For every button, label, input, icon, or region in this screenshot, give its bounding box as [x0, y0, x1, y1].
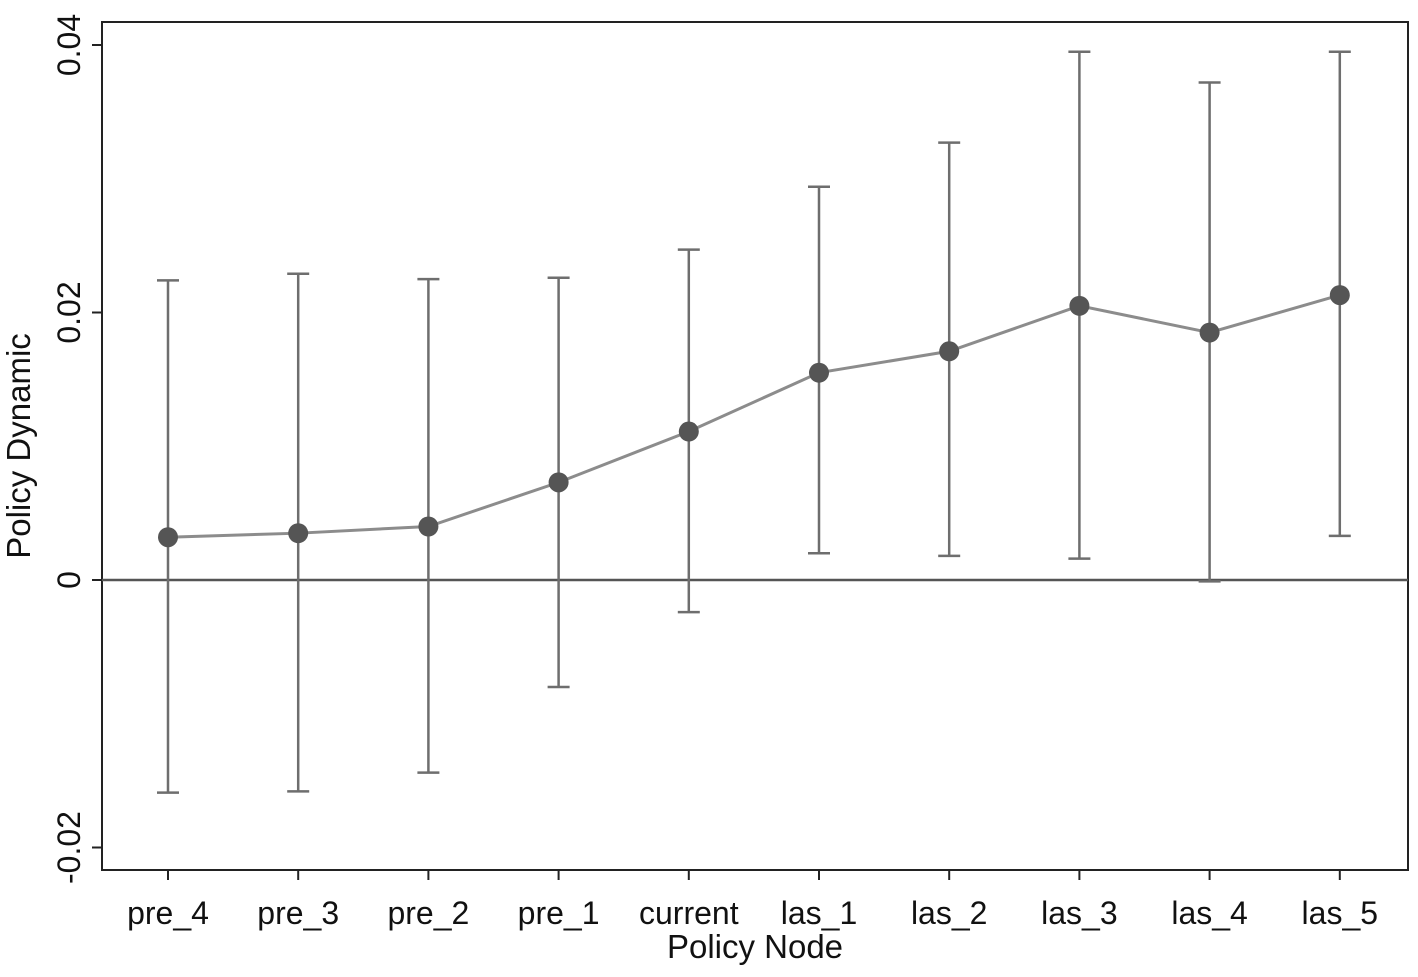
point-estimate-marker: [809, 362, 829, 383]
point-estimate-marker: [158, 527, 178, 548]
point-estimate-marker: [1069, 295, 1090, 316]
y-tick-label: -0.02: [51, 811, 87, 884]
y-tick-label: 0.04: [51, 14, 87, 76]
x-axis-title: Policy Node: [667, 928, 843, 965]
point-estimate-marker: [678, 421, 699, 442]
x-tick-label: las_1: [781, 895, 858, 931]
y-axis-title: Policy Dynamic: [0, 333, 37, 559]
x-tick-label: las_3: [1041, 895, 1118, 931]
plot-frame: [101, 21, 1409, 871]
data-points: [158, 285, 1350, 548]
y-tick-label: 0.02: [51, 281, 87, 343]
x-tick-label: pre_2: [387, 895, 469, 931]
x-tick-label: pre_1: [518, 895, 600, 931]
point-estimate-marker: [418, 516, 439, 537]
x-tick-label: las_2: [911, 895, 988, 931]
x-axis: pre_4 pre_3 pre_2 pre_1 current las_1 las_2 las…: [127, 870, 1378, 931]
y-axis: 0.04 0.02 0 -0.02: [51, 14, 102, 884]
x-tick-label: pre_3: [257, 895, 339, 931]
series-line: [167, 293, 1341, 539]
point-estimate-marker: [1329, 285, 1350, 306]
point-estimate-marker: [548, 472, 569, 493]
point-estimate-line: [167, 293, 1341, 539]
point-estimate-marker: [1199, 322, 1220, 343]
x-tick-label: las_5: [1302, 895, 1379, 931]
x-tick-label: pre_4: [127, 895, 209, 931]
point-estimate-marker: [939, 341, 960, 362]
x-tick-label: las_4: [1171, 895, 1248, 931]
y-tick-label: 0: [51, 571, 87, 589]
point-estimate-marker: [288, 523, 309, 544]
error-bars: [157, 50, 1351, 794]
x-tick-label: current: [639, 895, 739, 931]
